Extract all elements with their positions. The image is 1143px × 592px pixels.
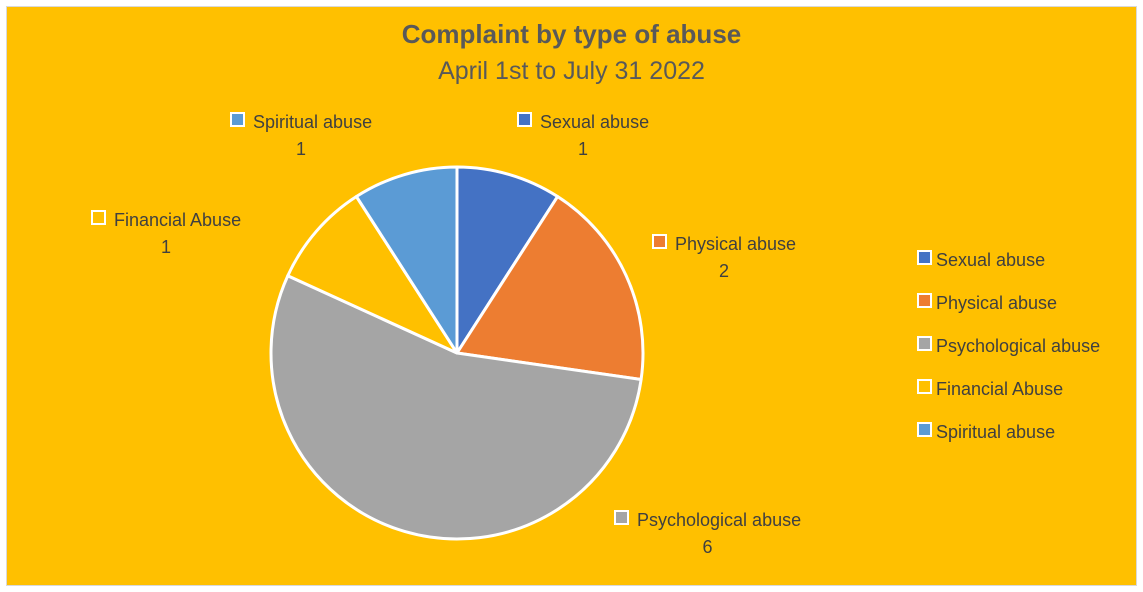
data-label-value: 1 <box>578 139 589 159</box>
legend-swatch-icon <box>230 112 245 127</box>
legend-item-financial-abuse: Financial Abuse <box>917 376 1100 419</box>
chart-legend: Sexual abuse Physical abuse Psychologica… <box>917 247 1100 462</box>
chart-area: Complaint by type of abuse April 1st to … <box>6 6 1137 586</box>
chart-plot <box>269 165 645 541</box>
chart-subtitle: April 1st to July 31 2022 <box>438 57 705 85</box>
legend-label: Physical abuse <box>936 293 1058 313</box>
data-label-value: 2 <box>719 261 730 281</box>
pie-slice-financial-abuse <box>286 195 459 355</box>
legend-label: Spiritual abuse <box>936 422 1056 442</box>
data-label-name: Sexual abuse <box>540 112 650 132</box>
data-label-name: Psychological abuse <box>637 510 802 530</box>
legend-swatch-icon <box>517 112 532 127</box>
legend-item-physical-abuse: Physical abuse <box>917 290 1100 333</box>
data-label-name: Physical abuse <box>675 234 797 254</box>
legend-label: Sexual abuse <box>936 250 1046 270</box>
legend-label: Financial Abuse <box>936 379 1064 399</box>
pie-slice-sexual-abuse <box>455 165 560 355</box>
data-label-sexual-abuse: Sexual abuse 1 <box>517 109 649 163</box>
legend-item-psychological-abuse: Psychological abuse <box>917 333 1100 376</box>
chart-title: Complaint by type of abuse <box>401 19 742 49</box>
data-label-name: Financial Abuse <box>114 210 242 230</box>
pie-slice-physical-abuse <box>455 195 645 381</box>
data-label-financial-abuse: Financial Abuse 1 <box>91 207 241 261</box>
data-label-spiritual-abuse: Spiritual abuse 1 <box>230 109 372 163</box>
legend-label: Psychological abuse <box>936 336 1101 356</box>
legend-swatch-icon <box>614 510 629 525</box>
pie-slice-psychological-abuse <box>269 274 643 541</box>
legend-item-sexual-abuse: Sexual abuse <box>917 247 1100 290</box>
legend-swatch-icon <box>91 210 106 225</box>
data-label-value: 1 <box>296 139 307 159</box>
legend-swatch-icon <box>917 336 932 351</box>
legend-swatch-icon <box>917 422 932 437</box>
legend-swatch-icon <box>917 250 932 265</box>
data-label-name: Spiritual abuse <box>253 112 373 132</box>
data-label-value: 1 <box>161 237 172 257</box>
legend-swatch-icon <box>917 293 932 308</box>
data-label-value: 6 <box>702 537 713 557</box>
legend-swatch-icon <box>652 234 667 249</box>
data-label-psychological-abuse: Psychological abuse 6 <box>614 507 801 561</box>
data-label-physical-abuse: Physical abuse 2 <box>652 231 796 285</box>
legend-swatch-icon <box>917 379 932 394</box>
pie-slice-spiritual-abuse <box>354 165 459 355</box>
legend-item-spiritual-abuse: Spiritual abuse <box>917 419 1100 462</box>
